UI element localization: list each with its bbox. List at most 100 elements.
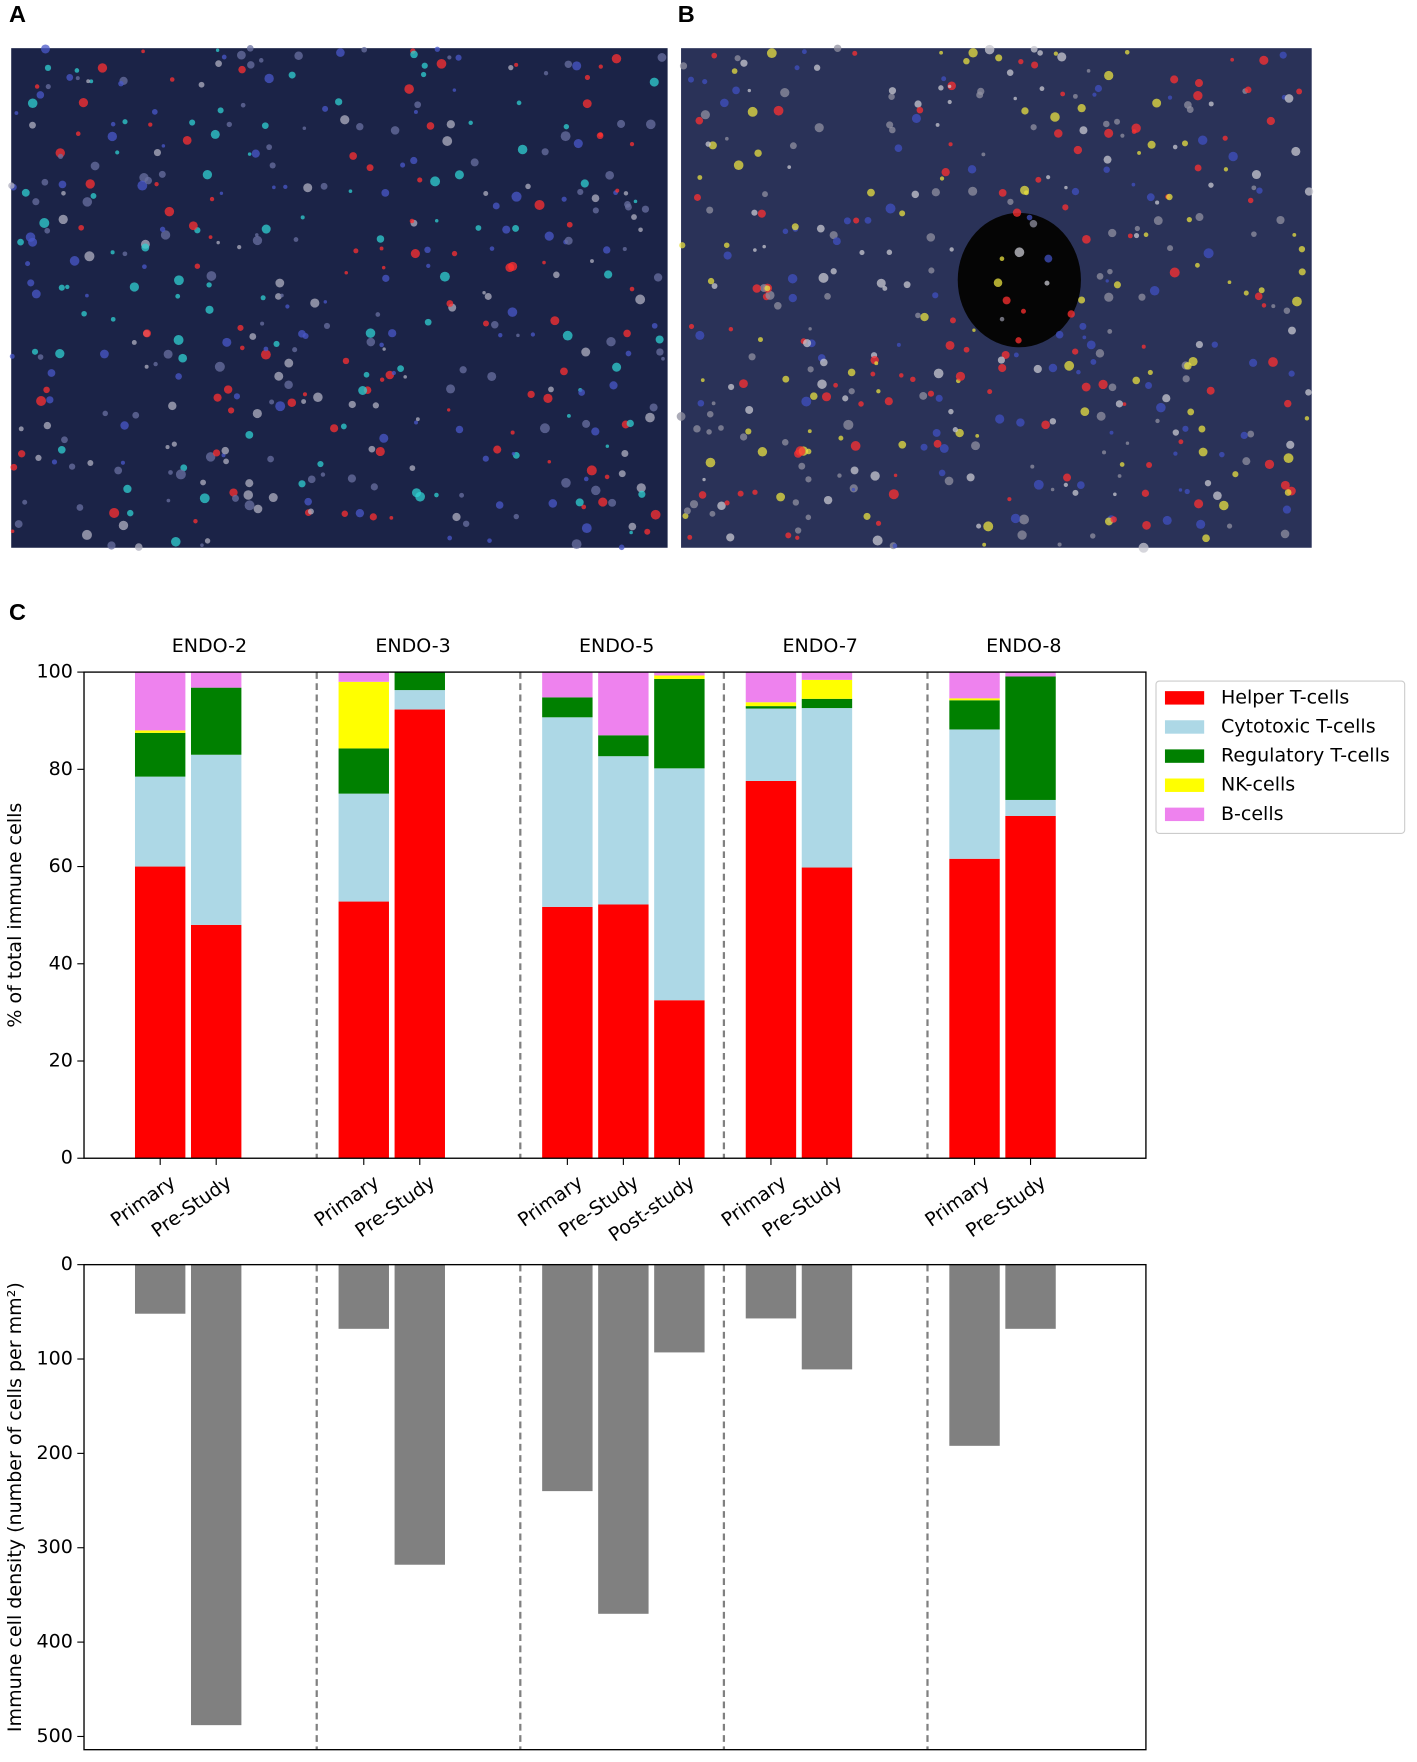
- cell: [1081, 382, 1091, 392]
- cell: [1072, 489, 1079, 496]
- cell: [780, 87, 790, 98]
- bar-segment: [745, 706, 797, 709]
- cell: [598, 497, 608, 507]
- cell: [189, 119, 196, 126]
- cell: [1268, 357, 1278, 367]
- cell: [1090, 533, 1096, 539]
- cell: [611, 53, 622, 64]
- cell: [151, 109, 158, 115]
- cell: [1147, 140, 1156, 149]
- cell: [732, 86, 740, 95]
- cell: [292, 347, 298, 353]
- cell: [1072, 348, 1079, 355]
- cell: [505, 263, 515, 273]
- cell: [932, 428, 941, 437]
- cell: [514, 62, 519, 67]
- cell: [850, 466, 859, 475]
- cell: [246, 44, 254, 52]
- cell: [752, 284, 762, 293]
- cell: [1077, 481, 1085, 489]
- cell: [1107, 268, 1113, 275]
- cell: [1292, 296, 1302, 307]
- cell: [818, 272, 829, 283]
- bar-segment: [745, 780, 797, 1159]
- legend-swatch: [1164, 720, 1205, 734]
- cell: [1137, 150, 1142, 155]
- cell: [1023, 190, 1029, 196]
- cell: [625, 350, 632, 357]
- cell: [577, 188, 584, 196]
- cell: [204, 538, 211, 544]
- cell: [910, 376, 916, 383]
- cell: [382, 347, 386, 351]
- cell: [651, 322, 658, 329]
- cell: [1280, 480, 1290, 490]
- cell: [492, 202, 500, 210]
- bar-segment: [745, 708, 797, 781]
- cell: [232, 494, 239, 502]
- cell: [307, 475, 316, 484]
- cell: [344, 270, 349, 275]
- cell: [413, 109, 418, 114]
- cell: [109, 507, 120, 519]
- cell: [816, 224, 825, 233]
- cell: [410, 50, 418, 59]
- cell: [275, 401, 286, 412]
- panel-label: B: [678, 1, 695, 27]
- cell: [244, 500, 255, 511]
- cell: [843, 217, 851, 225]
- cell: [366, 164, 374, 172]
- cell: [272, 185, 276, 190]
- y-tick-label: 0: [61, 1253, 73, 1275]
- cell: [75, 131, 81, 136]
- cell: [32, 198, 40, 206]
- cell: [1143, 232, 1149, 238]
- legend-swatch: [1164, 807, 1205, 822]
- cell: [214, 361, 225, 372]
- group-label: ENDO-7: [783, 635, 858, 657]
- cell: [1096, 273, 1104, 280]
- cell: [581, 347, 591, 357]
- cell: [795, 527, 802, 534]
- bar: [654, 1264, 705, 1353]
- panel-label: C: [9, 599, 26, 625]
- cell: [274, 371, 284, 381]
- cell: [564, 236, 573, 245]
- cell: [178, 353, 188, 363]
- cell: [168, 470, 173, 475]
- cell: [221, 446, 230, 455]
- cell: [221, 54, 227, 60]
- cell: [541, 148, 549, 156]
- cell: [243, 490, 254, 500]
- cell: [285, 304, 290, 309]
- cell: [1057, 542, 1062, 547]
- micrograph-a: [11, 48, 668, 548]
- cell: [679, 62, 688, 70]
- cell: [711, 283, 718, 289]
- cell: [288, 71, 296, 79]
- cell: [688, 76, 694, 83]
- cell: [439, 271, 450, 282]
- cell: [875, 520, 882, 526]
- cell: [919, 391, 928, 400]
- cell: [426, 263, 431, 268]
- cell: [1090, 359, 1097, 365]
- cell: [625, 203, 632, 211]
- cell: [36, 91, 45, 99]
- cell: [442, 136, 453, 146]
- cell: [1020, 308, 1026, 314]
- bar-segment: [654, 675, 705, 679]
- cell: [967, 165, 977, 174]
- bar-segment: [654, 672, 705, 676]
- cell: [1146, 193, 1155, 202]
- cell: [864, 216, 872, 224]
- cell: [1013, 352, 1019, 358]
- cell: [1153, 216, 1163, 226]
- cell: [1219, 451, 1225, 458]
- cell: [131, 339, 137, 345]
- cell: [751, 209, 758, 216]
- cell: [120, 421, 129, 430]
- legend-label: Helper T-cells: [1221, 686, 1349, 708]
- cell: [725, 136, 729, 141]
- cell: [261, 122, 269, 130]
